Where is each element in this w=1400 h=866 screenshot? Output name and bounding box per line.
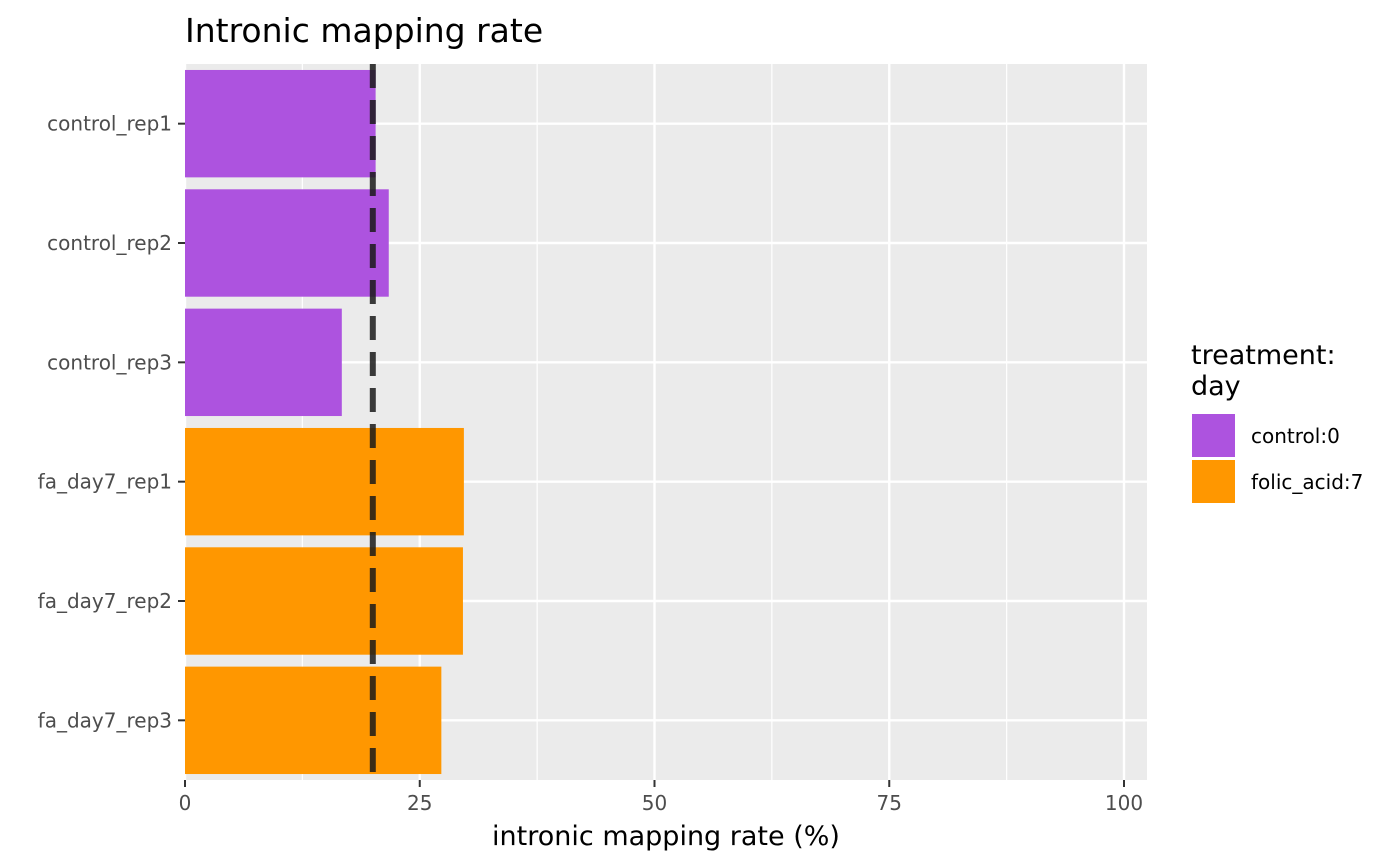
legend-title: treatment:: [1191, 340, 1336, 371]
legend-label: control:0: [1251, 424, 1340, 448]
y-axis: control_rep1 control_rep2 control_rep3 fa_d…: [38, 112, 185, 732]
y-tick-label: control_rep1: [47, 112, 172, 136]
x-tick-label: 50: [642, 791, 667, 815]
chart-title: Intronic mapping rate: [185, 11, 543, 50]
legend-swatch: [1192, 460, 1235, 503]
bar: [185, 547, 463, 655]
legend-title: day: [1191, 371, 1241, 402]
x-tick-label: 0: [179, 791, 192, 815]
plot-panel: [185, 64, 1147, 780]
y-tick-label: control_rep3: [47, 350, 172, 374]
y-tick-label: fa_day7_rep2: [38, 589, 172, 613]
bar: [185, 69, 376, 178]
legend: treatment:day control:0 folic_acid:7: [1191, 340, 1363, 503]
y-tick-label: control_rep2: [47, 231, 172, 255]
legend-swatch: [1192, 414, 1235, 457]
legend-label: folic_acid:7: [1251, 470, 1363, 494]
bar: [185, 427, 464, 536]
y-tick-label: fa_day7_rep1: [38, 470, 172, 494]
bar: [185, 666, 442, 775]
minor-gridlines: [301, 64, 1008, 780]
x-axis: 0 25 50 75 100: [179, 780, 1143, 815]
x-axis-title: intronic mapping rate (%): [492, 821, 840, 852]
bar: [185, 189, 389, 297]
x-tick-label: 25: [407, 791, 432, 815]
bars: [185, 69, 464, 775]
x-tick-label: 75: [877, 791, 902, 815]
x-tick-label: 100: [1105, 791, 1143, 815]
y-tick-label: fa_day7_rep3: [38, 708, 172, 732]
bar: [185, 308, 342, 417]
